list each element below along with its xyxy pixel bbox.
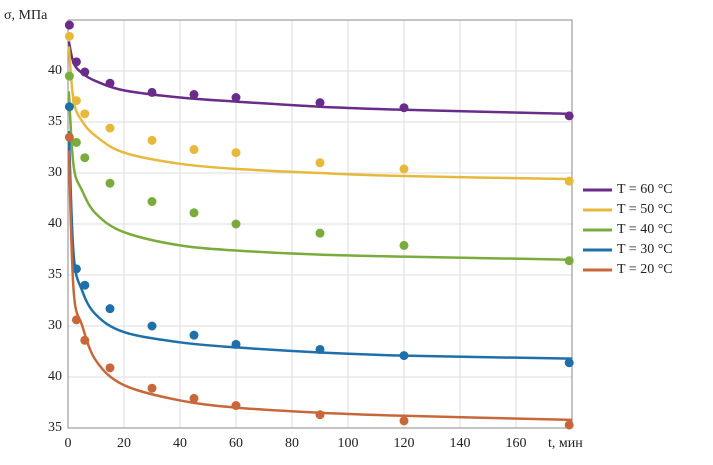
data-point [105, 363, 115, 373]
x-tick-label: 20 [117, 436, 131, 451]
data-point [315, 98, 325, 108]
y-tick-label: 35 [48, 114, 62, 129]
x-axis-label: t, мин [548, 436, 583, 451]
data-point [105, 178, 115, 188]
data-point [189, 208, 199, 218]
legend-label: T = 60 °C [617, 182, 673, 197]
data-point [80, 109, 90, 119]
x-tick-label: 100 [338, 436, 359, 451]
data-point [80, 335, 90, 345]
data-point [71, 57, 81, 67]
data-point [189, 89, 199, 99]
data-point [71, 96, 81, 106]
data-point [105, 304, 115, 314]
data-point [564, 176, 574, 186]
data-point [147, 321, 157, 331]
data-point [189, 330, 199, 340]
y-axis-label: σ, МПа [4, 8, 48, 23]
data-point [231, 219, 241, 229]
x-tick-label: 0 [65, 436, 72, 451]
data-point [147, 87, 157, 97]
data-point [64, 31, 74, 41]
legend-label: T = 20 °C [617, 262, 673, 277]
data-point [147, 135, 157, 145]
data-point [64, 102, 74, 112]
fit-line [67, 46, 573, 181]
y-tick-label: 35 [48, 267, 62, 282]
data-point [80, 153, 90, 163]
data-point [231, 401, 241, 411]
data-point [71, 264, 81, 274]
data-point [564, 256, 574, 266]
data-point [399, 103, 409, 113]
data-point [64, 71, 74, 81]
y-tick-label: 40 [48, 63, 62, 78]
data-point [564, 111, 574, 121]
data-point [564, 358, 574, 368]
data-point [399, 351, 409, 361]
legend-label: T = 50 °C [617, 202, 673, 217]
y-tick-label: 30 [48, 165, 62, 180]
data-point [105, 123, 115, 133]
y-tick-label: 40 [48, 369, 62, 384]
legend-label: T = 40 °C [617, 222, 673, 237]
legend-label: T = 30 °C [617, 242, 673, 257]
y-tick-label: 35 [48, 420, 62, 435]
x-tick-label: 120 [394, 436, 415, 451]
fit-line [67, 150, 573, 422]
data-point [231, 339, 241, 349]
data-point [399, 164, 409, 174]
data-point [231, 93, 241, 103]
data-point [147, 197, 157, 207]
data-point [315, 410, 325, 420]
x-tick-label: 60 [229, 436, 243, 451]
plot-frame [67, 19, 573, 429]
x-tick-label: 40 [173, 436, 187, 451]
data-point [315, 158, 325, 168]
data-point [64, 20, 74, 30]
x-tick-label: 80 [285, 436, 299, 451]
data-point [80, 280, 90, 290]
fit-line [67, 41, 573, 116]
fit-line [67, 91, 573, 261]
data-point [399, 416, 409, 426]
x-tick-label: 140 [450, 436, 471, 451]
data-point [315, 344, 325, 354]
data-point [105, 78, 115, 88]
data-point [64, 132, 74, 142]
data-point [71, 315, 81, 325]
y-tick-label: 30 [48, 318, 62, 333]
data-point [564, 420, 574, 430]
data-point [189, 145, 199, 155]
data-point [80, 67, 90, 77]
data-point [189, 393, 199, 403]
data-point [399, 240, 409, 250]
y-tick-label: 40 [48, 216, 62, 231]
data-point [147, 383, 157, 393]
x-tick-label: 160 [506, 436, 527, 451]
data-point [231, 148, 241, 158]
data-point [315, 228, 325, 238]
data-point [71, 137, 81, 147]
